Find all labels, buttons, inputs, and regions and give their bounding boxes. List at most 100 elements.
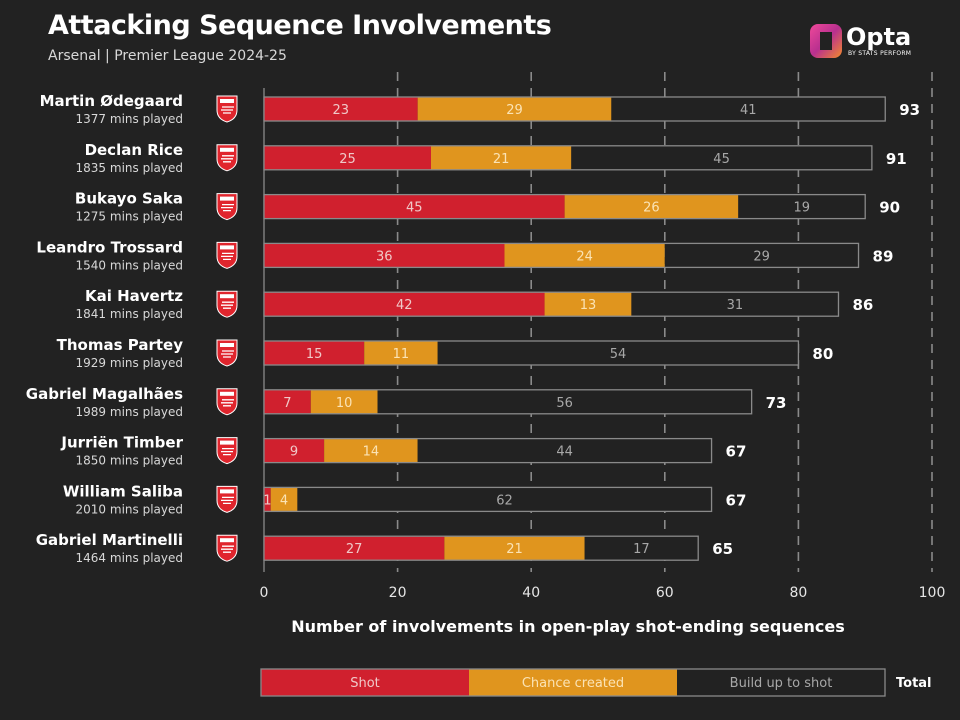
- total-value-label: 86: [852, 296, 873, 314]
- x-tick-label: 40: [522, 585, 540, 601]
- player-minutes: 1377 mins played: [76, 112, 183, 126]
- bar-segment: [544, 292, 632, 317]
- player-row: Declan Rice 1835 mins played 25 21 45 91: [76, 141, 907, 175]
- segment-value-label: 15: [306, 347, 323, 362]
- bar-outline: [263, 389, 753, 415]
- total-value-label: 93: [899, 101, 920, 119]
- legend-total-label: Total: [896, 676, 932, 691]
- segment-value-label: 10: [336, 396, 353, 411]
- total-value-label: 67: [726, 443, 747, 461]
- player-minutes: 1841 mins played: [76, 307, 183, 321]
- segment-value-label: 54: [610, 347, 627, 362]
- segment-value-label: 56: [556, 396, 573, 411]
- legend-entry-label: Shot: [350, 676, 380, 691]
- arsenal-crest-icon: [216, 339, 238, 367]
- player-name: Gabriel Martinelli: [36, 531, 183, 549]
- arsenal-crest-icon: [216, 290, 238, 318]
- bar-segment: [310, 389, 378, 414]
- x-tick-label: 80: [789, 585, 807, 601]
- rows-layer: Martin Ødegaard 1377 mins played 23 29 41 93 D…: [26, 92, 920, 565]
- total-value-label: 65: [712, 540, 733, 558]
- player-name: Kai Havertz: [85, 287, 183, 305]
- player-name: Gabriel Magalhães: [26, 385, 183, 403]
- segment-value-label: 45: [406, 201, 423, 216]
- segment-value-label: 27: [346, 542, 363, 557]
- opta-logo: Opta BY STATS PERFORM: [808, 22, 928, 62]
- total-value-label: 73: [766, 394, 787, 412]
- legend: Shot Chance created Build up to shot Total: [260, 668, 932, 697]
- bar-segment: [437, 341, 799, 365]
- segment-value-label: 29: [506, 103, 523, 118]
- x-tick-label: 60: [656, 585, 674, 601]
- bar-segment: [264, 341, 365, 365]
- total-value-label: 80: [812, 345, 833, 363]
- bar-outline: [263, 96, 886, 122]
- bar-segment: [584, 536, 699, 561]
- arsenal-crest-icon: [216, 534, 238, 562]
- segment-value-label: 17: [633, 542, 650, 557]
- bar-segment: [738, 194, 866, 219]
- bar-segment: [564, 194, 739, 219]
- segment-value-label: 21: [493, 152, 510, 167]
- segment-value-label: 31: [727, 298, 744, 313]
- segment-value-label: 25: [339, 152, 356, 167]
- player-minutes: 2010 mins played: [76, 502, 183, 516]
- chart-subtitle: Arsenal | Premier League 2024-25: [48, 48, 287, 64]
- player-row: Gabriel Martinelli 1464 mins played 27 21 17…: [36, 531, 733, 565]
- segment-value-label: 29: [753, 249, 770, 264]
- player-name: Bukayo Saka: [75, 190, 183, 208]
- total-value-label: 67: [726, 491, 747, 509]
- segment-value-label: 4: [280, 493, 288, 508]
- player-row: Jurriën Timber 1850 mins played 9 14 44 67: [60, 434, 746, 468]
- player-row: Gabriel Magalhães 1989 mins played 7 10 56 73: [26, 385, 787, 419]
- bar-outline: [263, 486, 713, 513]
- arsenal-crest-icon: [216, 388, 238, 416]
- player-row: Kai Havertz 1841 mins played 42 13 31 86: [76, 287, 874, 321]
- segment-value-label: 14: [363, 445, 380, 460]
- bar-segment: [264, 389, 311, 414]
- arsenal-crest-icon: [216, 437, 238, 465]
- player-name: Declan Rice: [85, 141, 183, 159]
- segment-value-label: 42: [396, 298, 413, 313]
- axis-layer: 0 20 40 60 80 100: [260, 585, 946, 601]
- player-minutes: 1850 mins played: [76, 454, 183, 468]
- player-name: Thomas Partey: [57, 336, 184, 354]
- bar-outline: [263, 193, 866, 220]
- segment-value-label: 7: [283, 396, 291, 411]
- bar-segment: [264, 487, 271, 512]
- segment-value-label: 36: [376, 249, 393, 264]
- arsenal-crest-icon: [216, 193, 238, 221]
- player-row: Leandro Trossard 1540 mins played 36 24 29 89: [36, 238, 893, 272]
- segment-value-label: 45: [713, 152, 730, 167]
- segment-value-label: 11: [393, 347, 410, 362]
- opta-logo-word: Opta: [846, 23, 912, 51]
- arsenal-crest-icon: [216, 241, 238, 269]
- bar-segment: [297, 487, 712, 512]
- segment-value-label: 1: [263, 493, 271, 508]
- legend-swatch: [469, 669, 677, 696]
- total-value-label: 89: [873, 247, 894, 265]
- player-minutes: 1989 mins played: [76, 405, 183, 419]
- bar-outline: [263, 535, 699, 561]
- segment-value-label: 13: [580, 298, 597, 313]
- opta-logo-tag: BY STATS PERFORM: [848, 50, 912, 57]
- player-name: Martin Ødegaard: [40, 92, 183, 110]
- arsenal-crest-icon: [216, 144, 238, 172]
- segment-value-label: 21: [506, 542, 523, 557]
- bar-segment: [664, 243, 859, 268]
- bar-segment: [264, 97, 418, 121]
- player-minutes: 1464 mins played: [76, 551, 183, 565]
- player-name: Jurriën Timber: [60, 434, 183, 452]
- bar-outline: [263, 291, 840, 317]
- bar-segment: [264, 438, 325, 463]
- segment-value-label: 26: [643, 201, 660, 216]
- legend-entry-label: Chance created: [522, 676, 624, 691]
- bar-segment: [264, 145, 431, 170]
- segment-value-label: 9: [290, 445, 298, 460]
- x-axis-label: Number of involvements in open-play shot…: [291, 617, 845, 636]
- legend-swatch: [677, 669, 885, 696]
- player-minutes: 1835 mins played: [76, 161, 183, 175]
- bar-segment: [270, 487, 298, 512]
- arsenal-crest-icon: [216, 485, 238, 513]
